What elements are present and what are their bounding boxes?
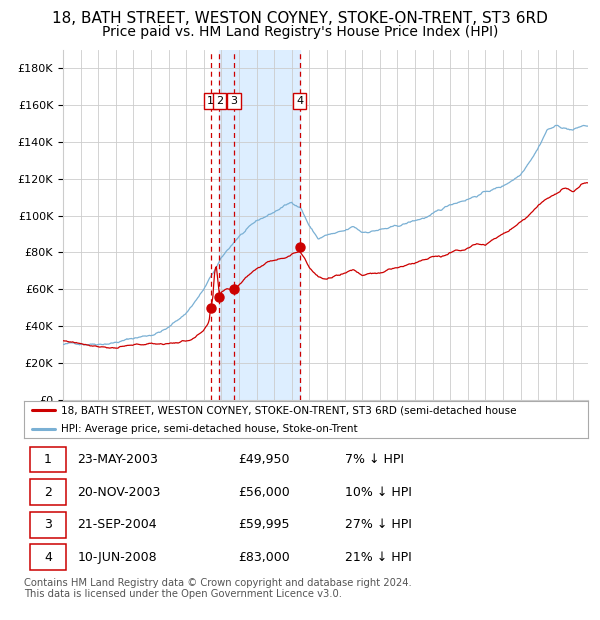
FancyBboxPatch shape (29, 479, 66, 505)
Text: 4: 4 (44, 551, 52, 564)
Text: £83,000: £83,000 (238, 551, 290, 564)
Text: 3: 3 (230, 96, 238, 106)
Text: 21% ↓ HPI: 21% ↓ HPI (346, 551, 412, 564)
Text: Contains HM Land Registry data © Crown copyright and database right 2024.
This d: Contains HM Land Registry data © Crown c… (24, 578, 412, 600)
FancyBboxPatch shape (29, 512, 66, 538)
Text: 2: 2 (216, 96, 223, 106)
Text: 2: 2 (44, 485, 52, 498)
Text: 1: 1 (44, 453, 52, 466)
FancyBboxPatch shape (29, 544, 66, 570)
Text: £56,000: £56,000 (238, 485, 290, 498)
Text: £49,950: £49,950 (238, 453, 290, 466)
Text: 20-NOV-2003: 20-NOV-2003 (77, 485, 161, 498)
Text: 18, BATH STREET, WESTON COYNEY, STOKE-ON-TRENT, ST3 6RD (semi-detached house: 18, BATH STREET, WESTON COYNEY, STOKE-ON… (61, 405, 516, 415)
Text: 10-JUN-2008: 10-JUN-2008 (77, 551, 157, 564)
Text: 10% ↓ HPI: 10% ↓ HPI (346, 485, 412, 498)
Text: 7% ↓ HPI: 7% ↓ HPI (346, 453, 404, 466)
Text: 23-MAY-2003: 23-MAY-2003 (77, 453, 158, 466)
Text: 27% ↓ HPI: 27% ↓ HPI (346, 518, 412, 531)
Bar (220, 50, 299, 400)
Text: 1: 1 (207, 96, 214, 106)
Text: 21-SEP-2004: 21-SEP-2004 (77, 518, 157, 531)
FancyBboxPatch shape (29, 447, 66, 472)
Text: £59,995: £59,995 (238, 518, 290, 531)
Text: Price paid vs. HM Land Registry's House Price Index (HPI): Price paid vs. HM Land Registry's House … (102, 25, 498, 39)
Text: 4: 4 (296, 96, 303, 106)
Text: 18, BATH STREET, WESTON COYNEY, STOKE-ON-TRENT, ST3 6RD: 18, BATH STREET, WESTON COYNEY, STOKE-ON… (52, 11, 548, 26)
Text: HPI: Average price, semi-detached house, Stoke-on-Trent: HPI: Average price, semi-detached house,… (61, 424, 357, 434)
Text: 3: 3 (44, 518, 52, 531)
